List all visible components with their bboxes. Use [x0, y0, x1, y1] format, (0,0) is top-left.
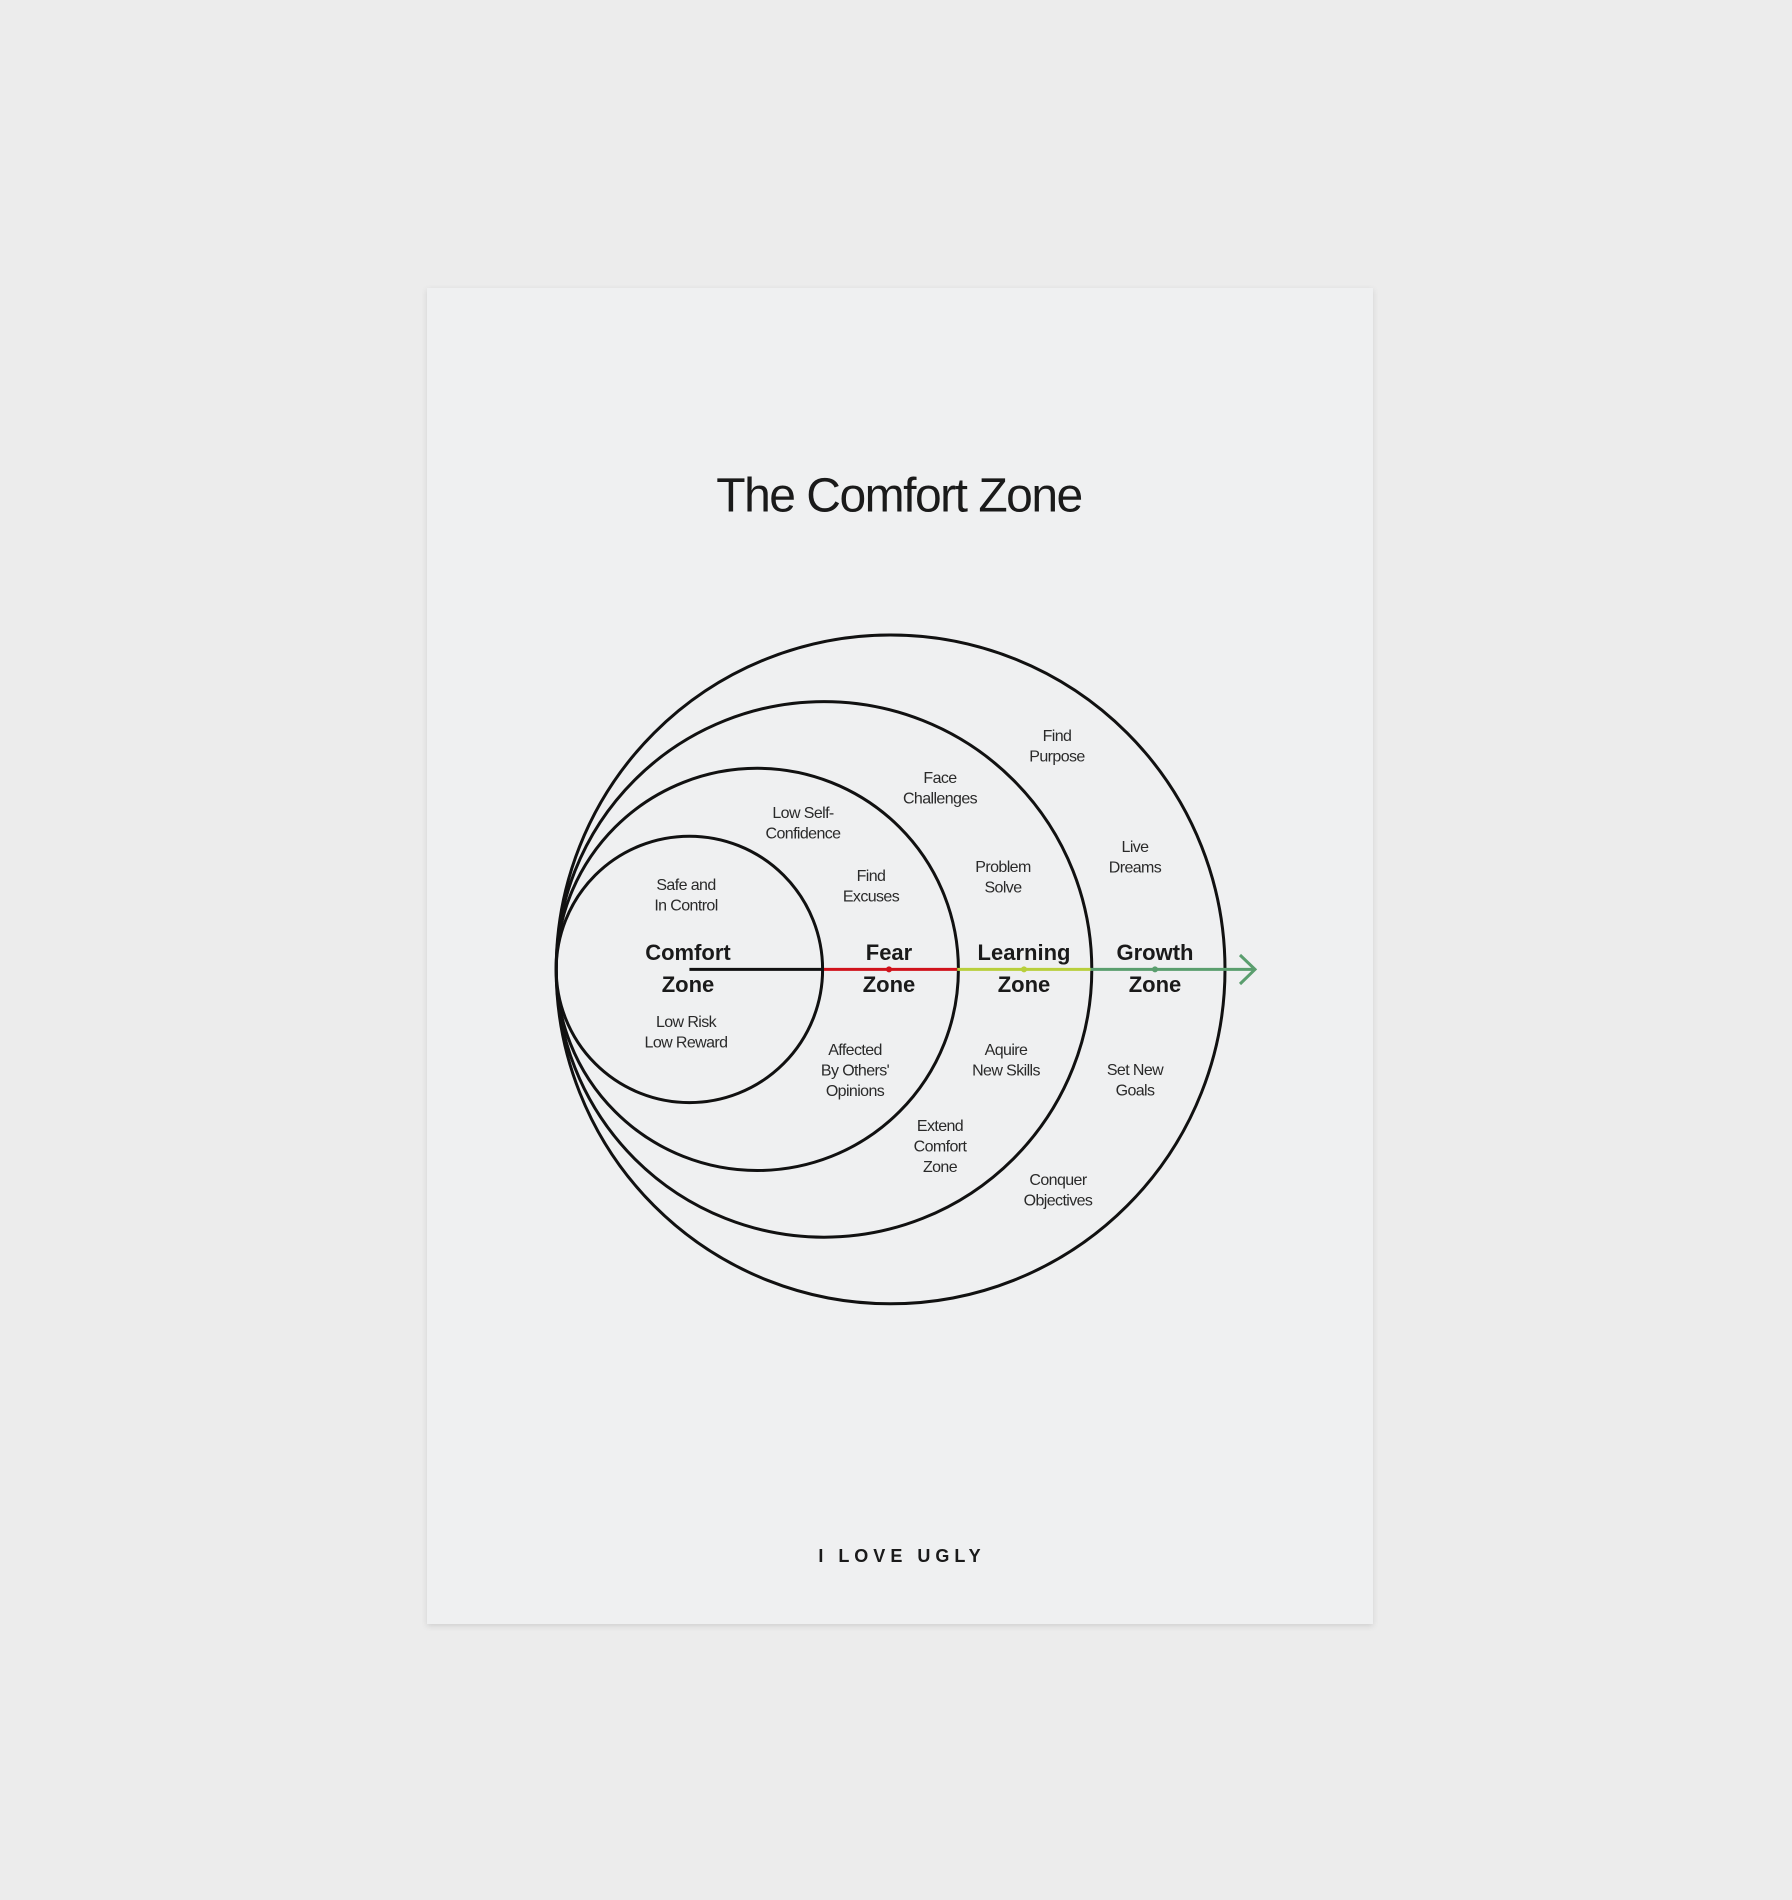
zone-label: Growth [1117, 940, 1194, 965]
zone-label: Fear [866, 940, 913, 965]
note: Extend [917, 1118, 963, 1135]
note: Find [857, 868, 886, 885]
note: Live [1122, 839, 1150, 856]
note: Excuses [843, 889, 900, 906]
arrow-head [1238, 953, 1258, 986]
zone-label: Learning [978, 940, 1071, 965]
note: Find [1043, 728, 1072, 745]
note: New Skills [972, 1063, 1040, 1080]
zone-label: Zone [1129, 972, 1182, 997]
note: Confidence [766, 826, 842, 843]
zone-label: Comfort [645, 940, 731, 965]
note: Dreams [1109, 860, 1162, 877]
note: Low Self- [772, 805, 834, 822]
note: Comfort [914, 1139, 968, 1156]
note: Set New [1107, 1062, 1164, 1079]
note: In Control [654, 898, 717, 915]
note: Aquire [985, 1042, 1028, 1059]
zone-label: Zone [998, 972, 1051, 997]
note: Solve [984, 880, 1022, 897]
poster [427, 288, 1373, 1624]
note: Zone [923, 1159, 958, 1176]
note: Objectives [1024, 1193, 1093, 1210]
note: Safe and [656, 877, 715, 894]
zone-label: Zone [662, 972, 715, 997]
note: Opinions [826, 1083, 885, 1100]
title: The Comfort Zone [716, 470, 1081, 523]
labels: Comfort Zone Fear Zone Learning Zone Growth Zon… [645, 728, 1194, 1210]
note: Challenges [903, 791, 978, 808]
note: By Others' [821, 1063, 890, 1080]
note: Purpose [1029, 749, 1085, 766]
dot [1152, 966, 1158, 973]
zone-label: Zone [863, 972, 916, 997]
note: Low Risk [656, 1014, 718, 1031]
note: Problem [975, 859, 1031, 876]
note: Affected [828, 1042, 882, 1059]
note: Face [923, 770, 957, 787]
dot [886, 966, 892, 973]
note: Goals [1116, 1083, 1155, 1100]
brand: I LOVE UGLY [818, 1546, 985, 1566]
note: Low Reward [645, 1035, 728, 1052]
note: Conquer [1029, 1172, 1087, 1189]
dot [1021, 966, 1027, 973]
